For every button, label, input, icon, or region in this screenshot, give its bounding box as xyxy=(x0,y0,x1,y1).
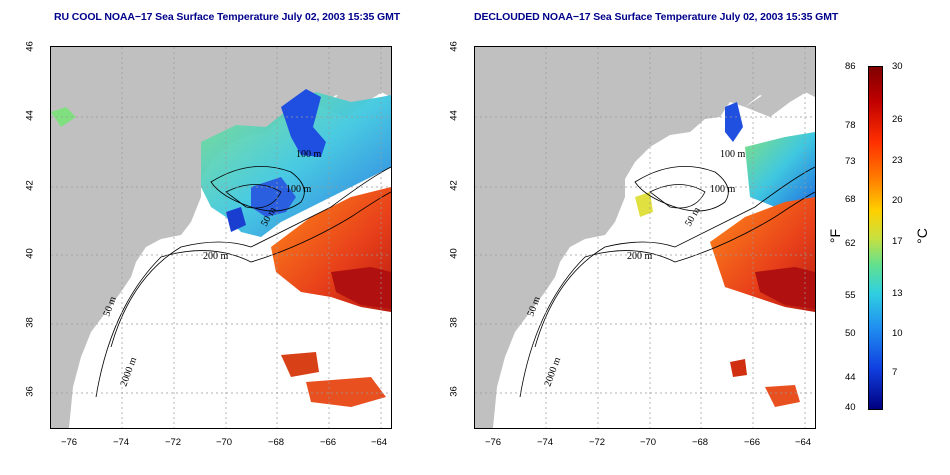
colorbar xyxy=(868,66,883,410)
colorbar-c-13: 13 xyxy=(892,288,903,299)
sst-warm-south-2 xyxy=(765,385,800,407)
y-tick-left-36: 36 xyxy=(24,386,36,397)
y-tick-left-42: 42 xyxy=(24,180,36,191)
land-nova-scotia xyxy=(745,67,815,117)
x-tick-left-66: −66 xyxy=(319,437,337,448)
y-tick-right-40: 40 xyxy=(448,248,460,259)
contour-50m xyxy=(225,184,282,209)
x-tick-right-66: −66 xyxy=(743,437,761,448)
colorbar-unit-celsius: °C xyxy=(913,228,930,244)
contour-label-100m: 100 m xyxy=(720,149,746,160)
sst-warm-south-2 xyxy=(306,377,386,407)
contour-label-2000m: 2000 m xyxy=(118,356,139,388)
x-tick-right-64: −64 xyxy=(794,437,812,448)
colorbar-f-62: 62 xyxy=(845,238,856,249)
colorbar-f-50: 50 xyxy=(845,328,856,339)
x-tick-right-76: −76 xyxy=(484,437,502,448)
colorbar-c-30: 30 xyxy=(892,61,903,72)
contour-label-100m-2: 100 m xyxy=(710,184,736,195)
contour-label-100m-2: 100 m xyxy=(286,184,312,195)
contour-50m xyxy=(649,184,706,209)
contour-label-200m: 200 m xyxy=(203,251,229,262)
sst-green-patch xyxy=(635,192,653,217)
x-tick-left-68: −68 xyxy=(267,437,285,448)
contour-100m xyxy=(210,166,305,212)
sst-cool-gulf-maine xyxy=(201,92,391,237)
contour-2000m xyxy=(95,191,391,398)
colorbar-c-26: 26 xyxy=(892,114,903,125)
colorbar-c-23: 23 xyxy=(892,155,903,166)
contour-label-100m: 100 m xyxy=(296,149,322,160)
y-tick-left-38: 38 xyxy=(24,317,36,328)
land-mass xyxy=(51,47,391,428)
sst-green-band xyxy=(51,107,76,127)
contour-label-2000m: 2000 m xyxy=(542,356,563,388)
map-right: 200 m 100 m 100 m 50 m 50 m 2000 m xyxy=(474,46,816,429)
contour-label-200m: 200 m xyxy=(627,251,653,262)
x-tick-left-70: −70 xyxy=(215,437,233,448)
y-tick-right-36: 36 xyxy=(448,386,460,397)
x-tick-left-74: −74 xyxy=(112,437,130,448)
sst-cold-patch xyxy=(725,102,743,142)
contour-100m xyxy=(634,166,729,212)
x-tick-left-76: −76 xyxy=(60,437,78,448)
contour-200m xyxy=(110,166,391,348)
colorbar-f-78: 78 xyxy=(845,120,856,131)
y-tick-right-44: 44 xyxy=(448,110,460,121)
y-tick-right-46: 46 xyxy=(448,41,460,52)
y-tick-right-42: 42 xyxy=(448,180,460,191)
grid-lines xyxy=(51,47,391,428)
sst-cold-patch-1 xyxy=(281,89,326,157)
sst-hot-core xyxy=(755,267,815,309)
sst-cool-offshore xyxy=(745,132,815,207)
contour-label-50m: 50 m xyxy=(683,205,703,228)
y-tick-right-38: 38 xyxy=(448,317,460,328)
x-tick-left-64: −64 xyxy=(370,437,388,448)
x-tick-right-70: −70 xyxy=(639,437,657,448)
sst-warm-south-1 xyxy=(730,359,747,377)
colorbar-c-20: 20 xyxy=(892,195,903,206)
colorbar-f-40: 40 xyxy=(845,402,856,413)
colorbar-c-7: 7 xyxy=(892,367,898,378)
y-tick-left-46: 46 xyxy=(24,41,36,52)
contour-200m xyxy=(534,166,815,348)
colorbar-f-86: 86 xyxy=(845,61,856,72)
x-tick-right-72: −72 xyxy=(588,437,606,448)
colorbar-f-55: 55 xyxy=(845,290,856,301)
panel-left-title: RU COOL NOAA−17 Sea Surface Temperature … xyxy=(54,11,401,23)
sst-cold-patch-3 xyxy=(226,207,246,232)
x-tick-left-72: −72 xyxy=(164,437,182,448)
sst-hot-core xyxy=(331,267,391,309)
colorbar-c-17: 17 xyxy=(892,236,903,247)
sst-warm-south-1 xyxy=(281,352,319,377)
colorbar-c-10: 10 xyxy=(892,328,903,339)
panel-right-title: DECLOUDED NOAA−17 Sea Surface Temperatur… xyxy=(474,11,839,23)
land-mass xyxy=(475,47,815,428)
x-tick-right-74: −74 xyxy=(536,437,554,448)
colorbar-f-73: 73 xyxy=(845,156,856,167)
map-left: 200 m 100 m 100 m 50 m 50 m 2000 m xyxy=(50,46,392,429)
grid-lines xyxy=(475,47,815,428)
contour-2000m xyxy=(519,191,815,398)
colorbar-unit-fahrenheit: °F xyxy=(827,228,844,244)
colorbar-f-44: 44 xyxy=(845,372,856,383)
x-tick-right-68: −68 xyxy=(691,437,709,448)
map-right-graphic: 200 m 100 m 100 m 50 m 50 m 2000 m xyxy=(475,47,815,428)
colorbar-f-68: 68 xyxy=(845,194,856,205)
y-tick-left-40: 40 xyxy=(24,248,36,259)
y-tick-left-44: 44 xyxy=(24,110,36,121)
map-left-graphic: 200 m 100 m 100 m 50 m 50 m 2000 m xyxy=(51,47,391,428)
